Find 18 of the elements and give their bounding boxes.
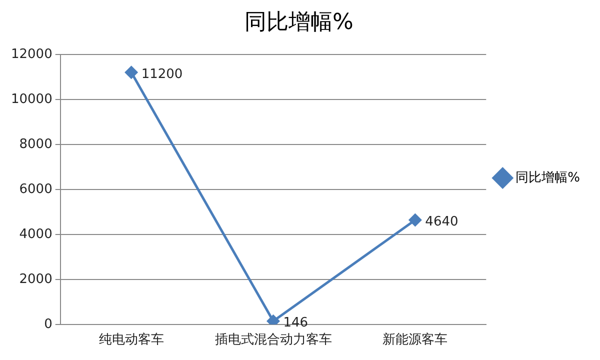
y-tick-label: 4000 — [19, 226, 52, 242]
x-tick-label: 纯电动客车 — [98, 332, 164, 348]
x-tick-label: 新能源客车 — [382, 332, 448, 348]
point — [267, 314, 280, 324]
y-tick-label: 8000 — [19, 136, 52, 152]
y-tick-label: 0 — [44, 316, 52, 332]
y-tick-label: 12000 — [10, 46, 52, 62]
point — [125, 66, 138, 79]
point — [408, 214, 422, 226]
data-label: 11200 — [141, 66, 183, 82]
data-label: 4640 — [425, 214, 458, 230]
data-label: 146 — [283, 315, 308, 330]
y-tick-label: 6000 — [19, 182, 52, 197]
legend-label: 同比增幅% — [516, 170, 580, 186]
y-tick-label: 2000 — [19, 272, 52, 287]
y-tick-label: 10000 — [10, 92, 52, 107]
chart-title: 同比增幅% — [244, 10, 354, 35]
x-tick-label: 插电式混合动力客车 — [214, 332, 332, 348]
